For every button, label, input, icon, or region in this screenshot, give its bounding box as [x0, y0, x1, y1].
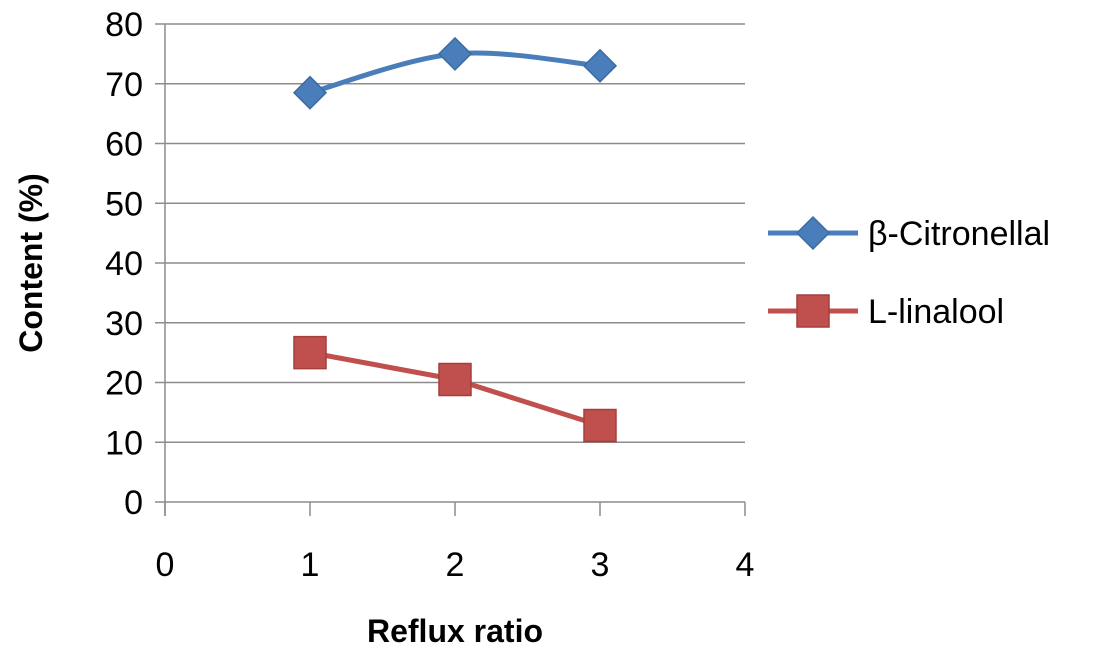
y-axis-title: Content (%): [13, 173, 49, 353]
legend-label: β-Citronellal: [868, 215, 1050, 253]
legend-marker: [795, 215, 831, 251]
x-tick-label: 4: [736, 546, 755, 584]
y-tick-label: 20: [105, 365, 143, 403]
y-tick-label: 70: [105, 66, 143, 104]
legend-marker: [796, 294, 830, 328]
data-point: [292, 75, 328, 110]
series: [292, 36, 618, 443]
series-2: [293, 335, 617, 443]
data-point: [583, 408, 617, 443]
x-tick-label: 2: [446, 546, 465, 584]
x-tick-label: 1: [301, 546, 320, 584]
y-tick-label: 40: [105, 245, 143, 283]
grid: [165, 23, 745, 443]
legend-label: L-linalool: [868, 293, 1004, 331]
data-point: [437, 36, 473, 71]
series-1: [292, 36, 618, 110]
legend: β-Citronellal L-linalool: [768, 215, 1050, 331]
axes: [155, 23, 746, 516]
y-tick-label: 0: [124, 484, 143, 522]
y-tick-label: 30: [105, 305, 143, 343]
tick-labels: 0 10 20 30 40 50 60 70 80 0 1 2 3 4: [105, 6, 754, 584]
x-tick-label: 3: [591, 546, 610, 584]
y-tick-label: 80: [105, 6, 143, 44]
legend-item-1: β-Citronellal: [768, 215, 1050, 253]
data-point: [582, 48, 618, 83]
legend-item-2: L-linalool: [768, 293, 1004, 331]
y-tick-label: 60: [105, 126, 143, 164]
y-tick-label: 10: [105, 424, 143, 462]
x-axis-title: Reflux ratio: [367, 613, 543, 649]
data-point: [293, 335, 327, 370]
y-tick-label: 50: [105, 185, 143, 223]
data-point: [438, 362, 472, 397]
x-tick-label: 0: [156, 546, 175, 584]
